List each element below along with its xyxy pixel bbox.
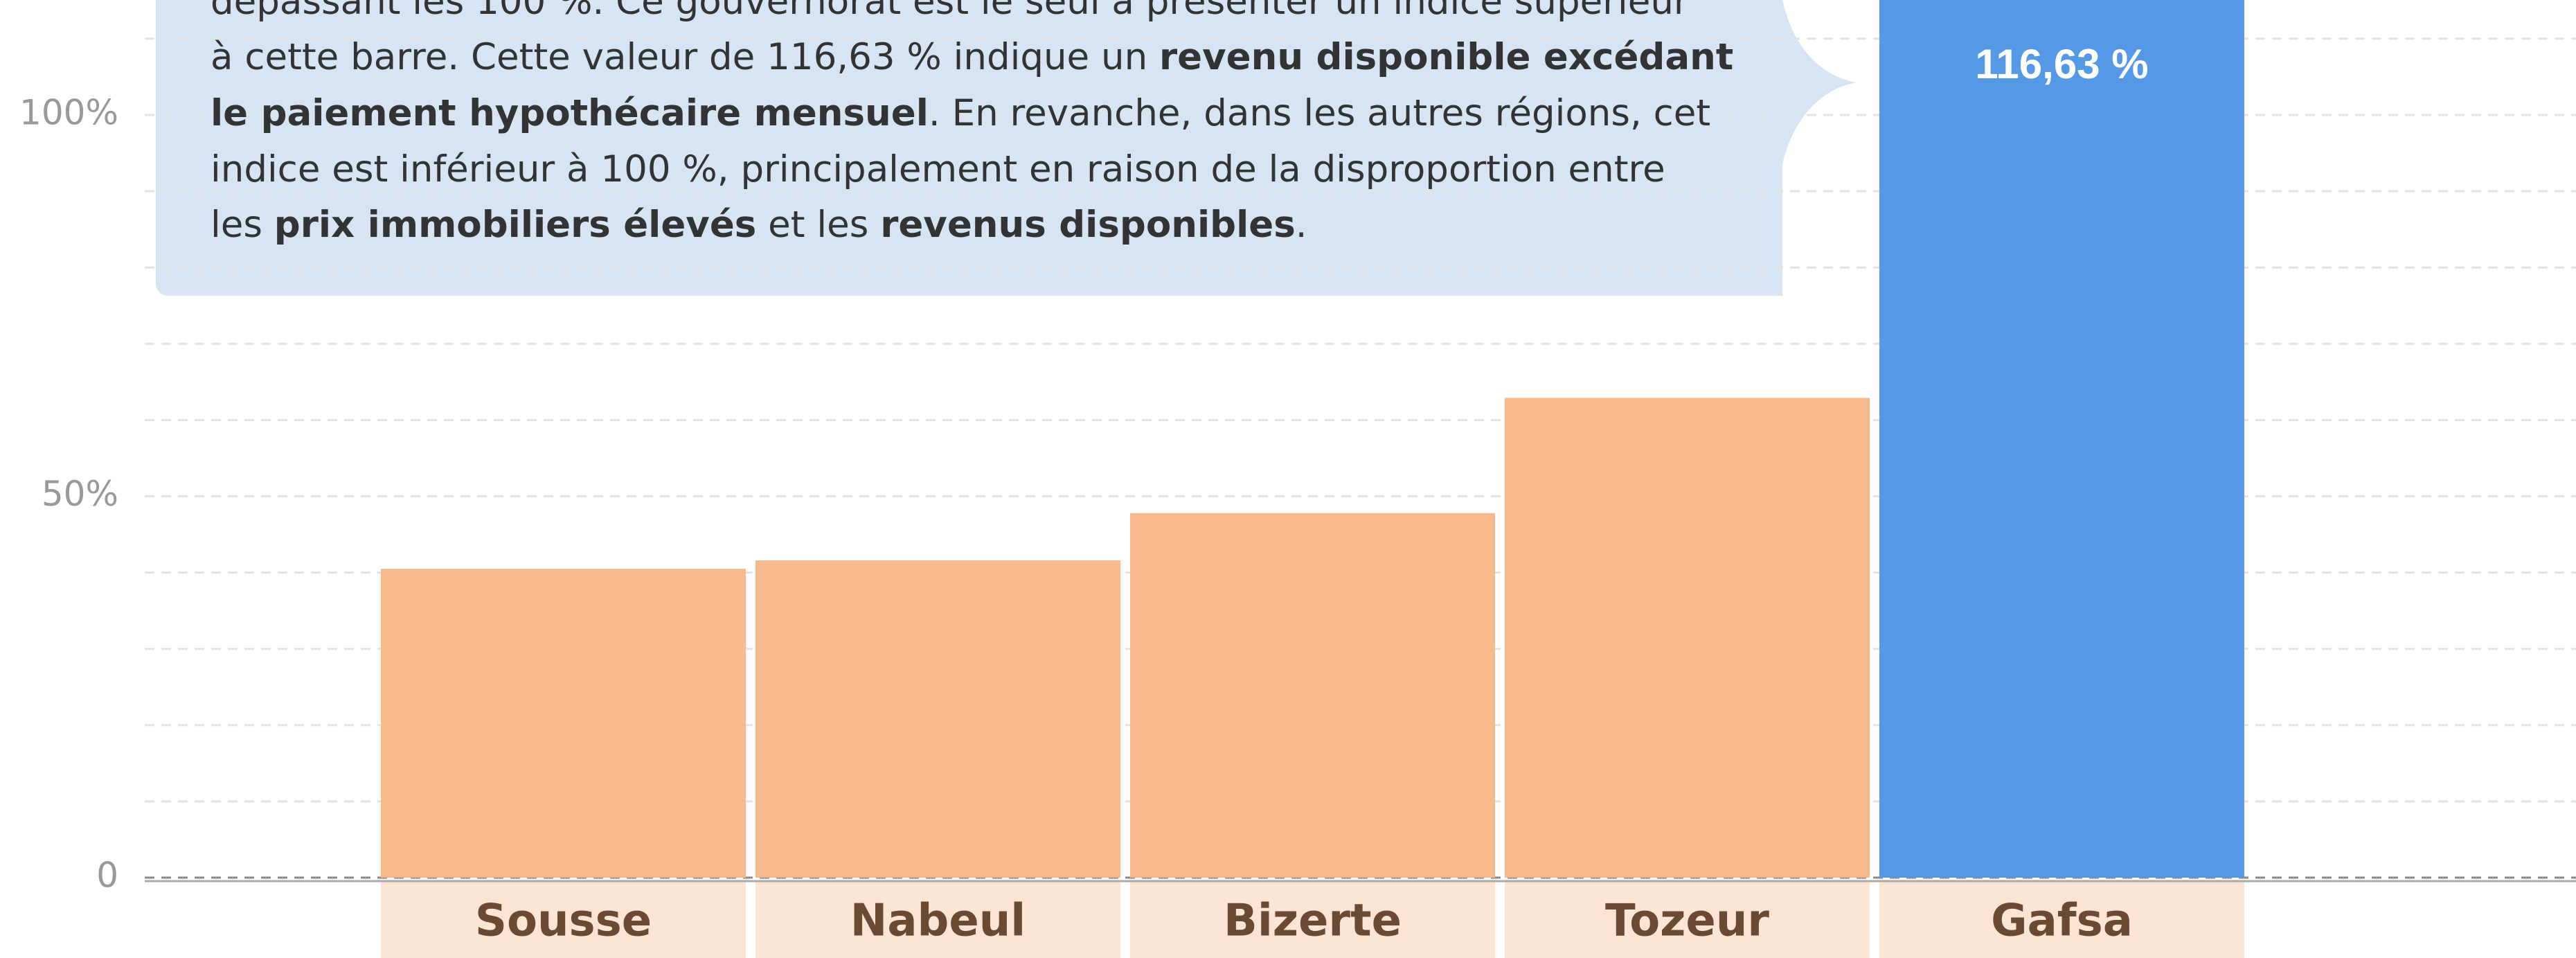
annotation-text: . En revanche, dans les autres régions, … (929, 92, 1710, 134)
annotation-line: à cette barre. Cette valeur de 116,63 % … (211, 36, 1733, 78)
annotation-text: et les (756, 204, 880, 246)
annotation-line: indice est inférieur à 100 %, principale… (211, 148, 1665, 190)
category-band (755, 881, 1120, 958)
category-band (1130, 881, 1495, 958)
bar (1879, 0, 2244, 878)
bar (381, 569, 746, 878)
bar (1505, 398, 1870, 878)
y-tick-label: 50% (42, 474, 118, 514)
x-tick-label: Tozeur (1605, 896, 1769, 947)
annotation-line: le paiement hypothécaire mensuel. En rev… (211, 92, 1710, 134)
x-tick-label: Bizerte (1224, 896, 1402, 947)
annotation-text: revenu disponible excédant (1159, 36, 1733, 78)
bar (1130, 513, 1495, 878)
category-band (1505, 881, 1870, 958)
annotation-text: à cette barre. Cette valeur de 116,63 % … (211, 36, 1159, 78)
y-tick-label: 100% (19, 93, 118, 133)
annotation-text: indice est inférieur à 100 %, principale… (211, 148, 1665, 190)
x-tick-label: Gafsa (1991, 896, 2133, 947)
annotation-text: prix immobiliers élevés (274, 204, 757, 246)
annotation-text: revenus disponibles (880, 204, 1296, 246)
x-tick-label: Nabeul (850, 896, 1026, 947)
annotation-line: les prix immobiliers élevés et les reven… (211, 204, 1307, 246)
x-tick-label: Sousse (475, 896, 652, 947)
annotation-text: dépassant les 100 %. Ce gouvernorat est … (211, 0, 1689, 23)
category-band (1879, 881, 2244, 958)
callout-box (156, 0, 1857, 296)
y-tick-label: 0 (96, 855, 118, 896)
annotation-text: . (1296, 204, 1307, 246)
value-label: 116,63 % (1975, 41, 2148, 87)
annotation-line: dépassant les 100 %. Ce gouvernorat est … (211, 0, 1689, 23)
category-band (381, 881, 746, 958)
annotation-text: le paiement hypothécaire mensuel (211, 92, 929, 134)
bar (755, 560, 1120, 878)
annotation-text: les (211, 204, 274, 246)
